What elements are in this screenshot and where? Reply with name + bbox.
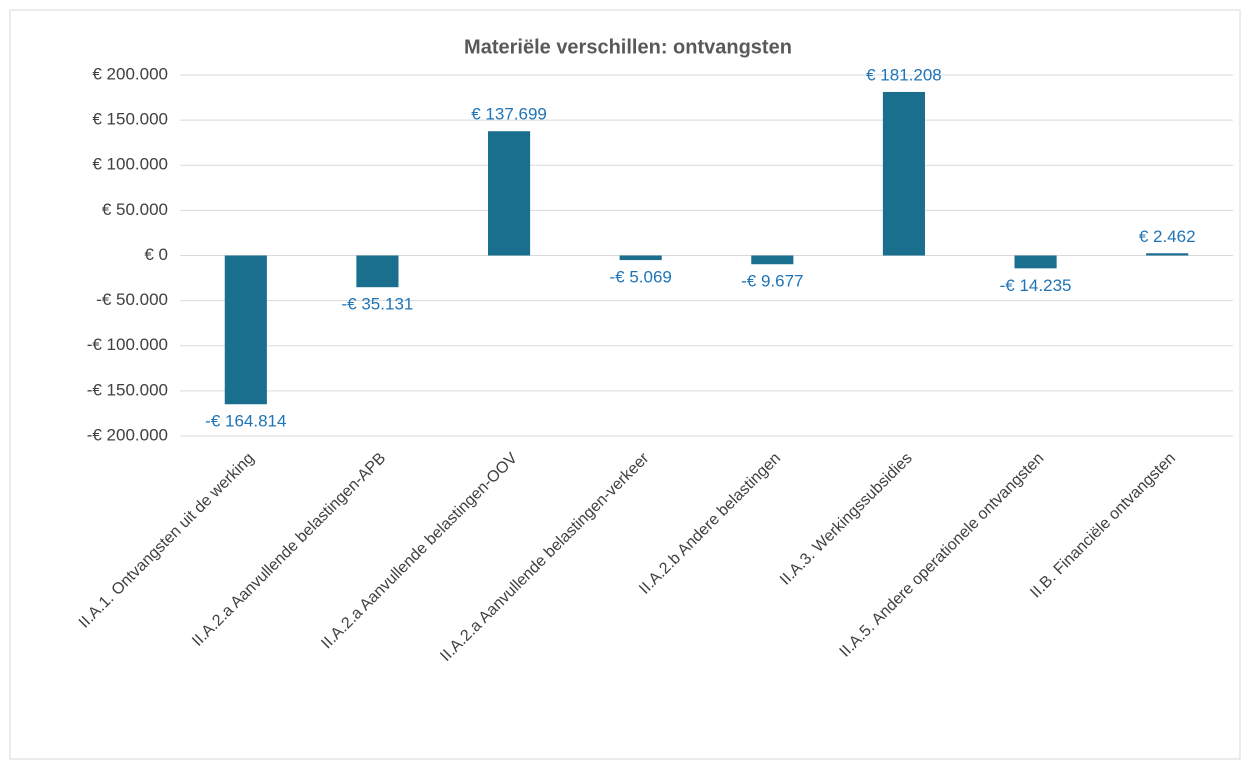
bar — [356, 255, 399, 288]
chart-title: Materiële verschillen: ontvangsten — [464, 36, 792, 58]
y-tick-label: € 200.000 — [92, 64, 168, 83]
value-label: € 137.699 — [471, 105, 547, 124]
bar — [224, 255, 267, 405]
value-label: -€ 14.235 — [1000, 276, 1072, 295]
bar — [619, 255, 662, 261]
bar — [488, 131, 531, 256]
y-tick-label: -€ 50.000 — [96, 290, 168, 309]
bar — [1146, 253, 1189, 256]
value-label: -€ 5.069 — [609, 268, 671, 287]
value-label: € 2.462 — [1139, 227, 1196, 246]
bar — [751, 255, 794, 265]
y-tick-label: € 150.000 — [92, 110, 168, 129]
y-tick-label: -€ 100.000 — [87, 335, 168, 354]
value-label: -€ 9.677 — [741, 272, 803, 291]
value-label: € 181.208 — [866, 65, 942, 84]
y-tick-label: € 50.000 — [102, 200, 168, 219]
value-label: -€ 164.814 — [205, 412, 286, 431]
y-tick-label: -€ 150.000 — [87, 380, 168, 399]
y-tick-label: € 100.000 — [92, 155, 168, 174]
y-tick-label: -€ 200.000 — [87, 425, 168, 444]
chart-border — [9, 9, 1241, 760]
y-tick-label: € 0 — [144, 245, 168, 264]
bar — [882, 91, 925, 256]
value-label: -€ 35.131 — [342, 295, 414, 314]
bar — [1014, 255, 1057, 269]
